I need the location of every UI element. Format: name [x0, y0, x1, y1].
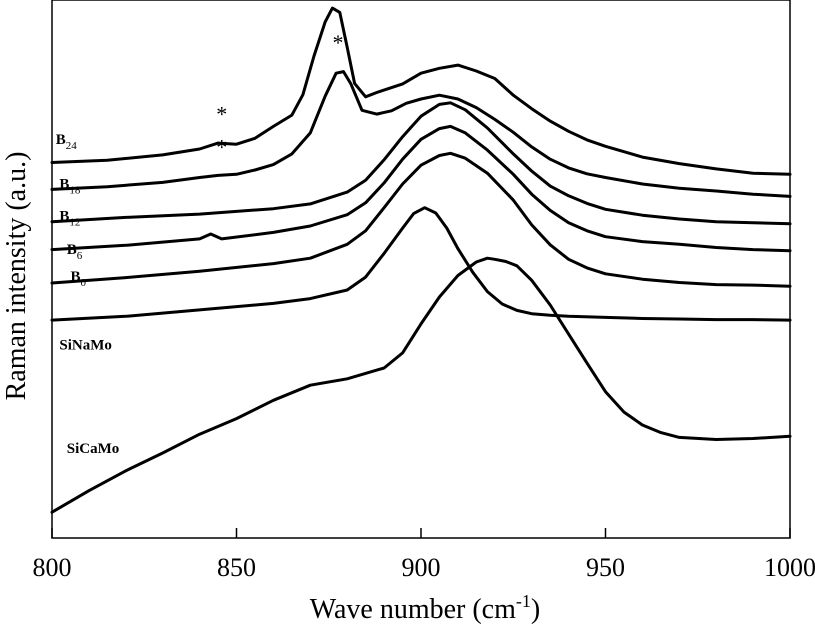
series-label-sicamo: SiCaMo: [67, 441, 120, 457]
series-label-b0: B0: [70, 269, 86, 289]
series-label-b12: B12: [59, 209, 80, 229]
y-axis-title: Raman intensity (a.u.): [1, 152, 32, 401]
x-tick-label: 800: [33, 553, 72, 582]
series-curves: [50, 6, 792, 514]
x-axis-title: Wave number (cm-1): [310, 591, 540, 625]
series-label-b18: B18: [59, 176, 81, 196]
axes: 800 850 900 950 1000: [33, 0, 815, 582]
x-axis-ticks: 800 850 900 950 1000: [33, 528, 815, 582]
peak-asterisk: *: [216, 102, 227, 127]
x-tick-label: 850: [217, 553, 256, 582]
series-labels: B24 B18 B12 B6 B0 SiNaMo SiCaMo: [56, 132, 120, 457]
series-line-b0: [50, 151, 792, 288]
x-tick-label: 1000: [764, 553, 815, 582]
series-label-b24: B24: [56, 132, 78, 152]
series-line-sicamo: [50, 256, 792, 514]
peak-asterisk: *: [216, 134, 227, 159]
series-line-sinamo: [50, 206, 792, 322]
peak-annotations: ****: [216, 30, 343, 159]
series-label-sinamo: SiNaMo: [59, 338, 112, 354]
series-line-b12: [50, 101, 792, 226]
series-line-b24: [50, 6, 792, 176]
series-label-b6: B6: [67, 242, 83, 262]
x-tick-label: 900: [402, 553, 441, 582]
series-line-b18: [50, 70, 792, 198]
peak-asterisk: *: [332, 30, 343, 55]
x-tick-label: 950: [586, 553, 625, 582]
series-line-b6: [50, 124, 792, 253]
